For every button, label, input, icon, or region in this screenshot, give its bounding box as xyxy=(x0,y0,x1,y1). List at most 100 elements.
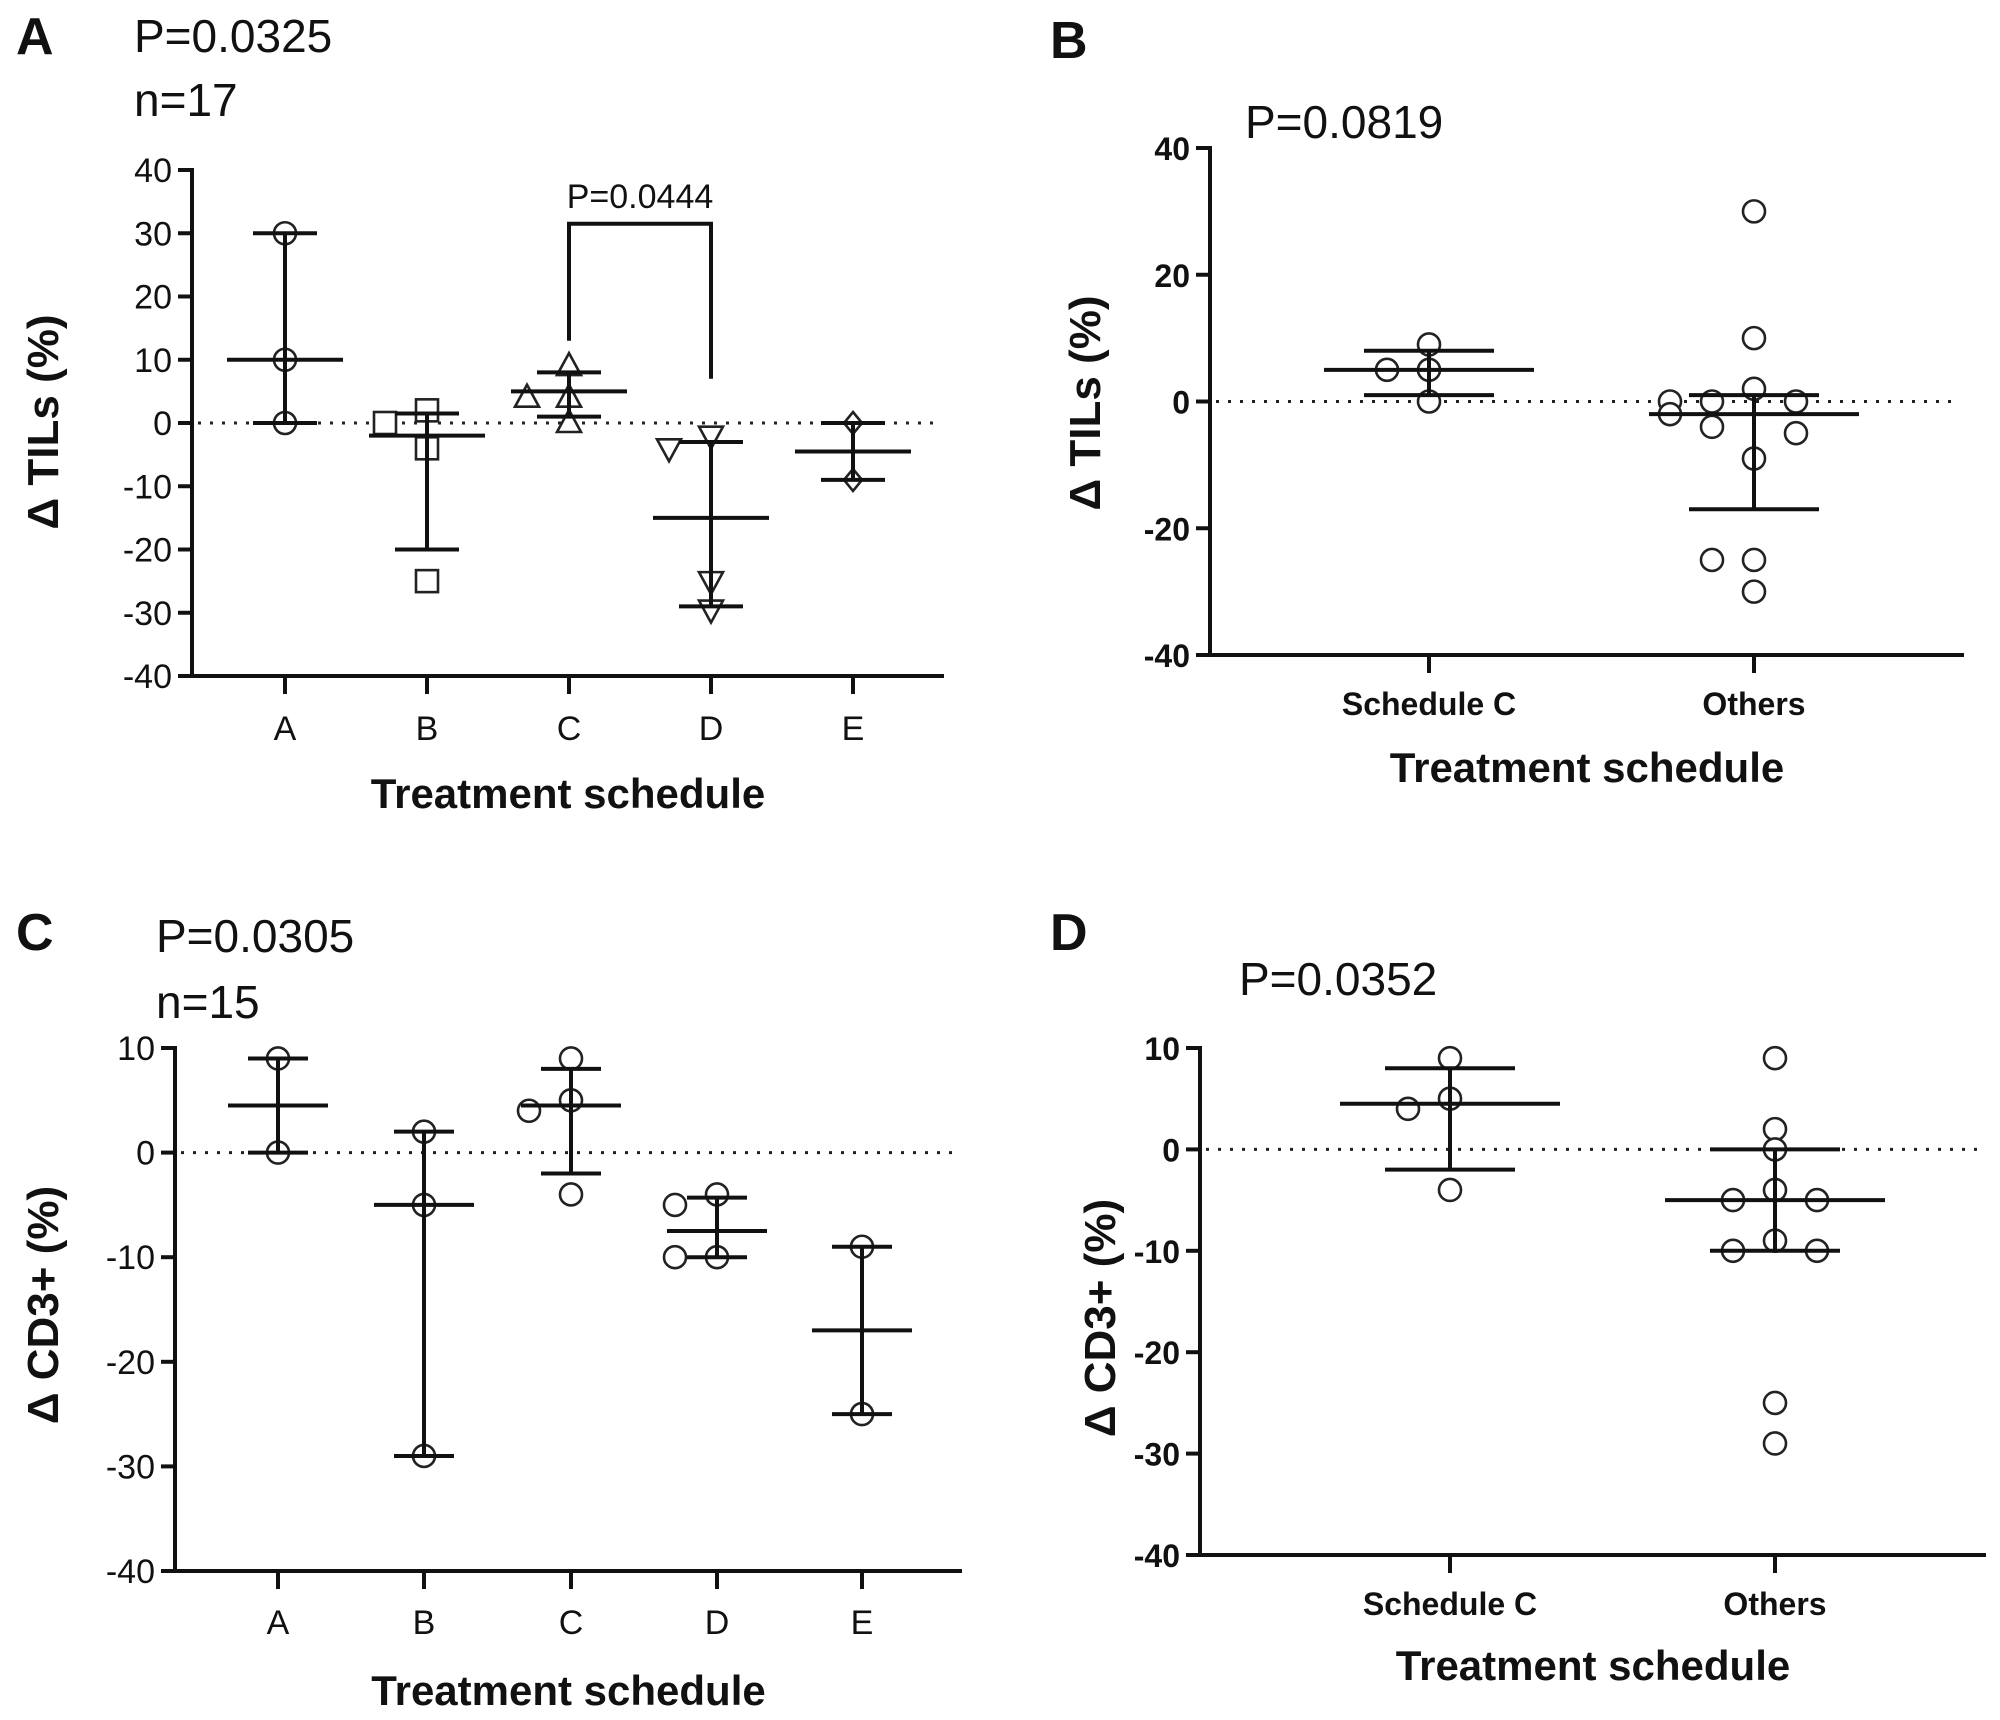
y-tick-label: -20 xyxy=(1144,511,1190,547)
data-point xyxy=(1762,1116,1788,1142)
x-tick-label: D xyxy=(699,710,724,748)
y-tick-label: 10 xyxy=(117,1030,155,1068)
data-point xyxy=(554,407,584,434)
data-point xyxy=(1762,1390,1788,1416)
y-tick-label: -40 xyxy=(106,1553,155,1591)
x-axis-label: Treatment schedule xyxy=(371,770,765,817)
p-value-title: P=0.0305 xyxy=(156,910,354,962)
significance-label: P=0.0444 xyxy=(567,178,714,216)
x-tick-label: E xyxy=(842,710,865,748)
data-point xyxy=(558,1182,584,1207)
data-point xyxy=(1437,1177,1463,1203)
data-point xyxy=(558,1046,584,1071)
y-axis-label: Δ TILs (%) xyxy=(19,315,68,530)
p-value-title: P=0.0819 xyxy=(1245,96,1443,148)
group-e xyxy=(795,409,911,493)
group-e xyxy=(812,1234,912,1427)
y-tick-label: 20 xyxy=(134,279,172,317)
y-tick-label: -10 xyxy=(123,468,172,506)
panel-letter: B xyxy=(1050,12,1088,70)
panel-a: A P=0.0325 n=17 40 30 20 10 0 -10 -20 -30 -40 A B C D E T… xyxy=(16,8,944,817)
x-tick-label: Schedule C xyxy=(1342,686,1516,722)
panel-b: B P=0.0819 40 20 0 -20 -40 Schedule C Others Trea… xyxy=(1050,12,1964,791)
panel-letter: C xyxy=(16,904,54,962)
y-tick-label: -20 xyxy=(106,1344,155,1382)
x-tick-label: B xyxy=(416,710,439,748)
group-b xyxy=(374,1119,474,1469)
x-tick-label: E xyxy=(851,1604,874,1642)
x-tick-label: D xyxy=(705,1604,730,1642)
y-tick-label: -20 xyxy=(1134,1335,1180,1371)
data-point xyxy=(414,568,440,594)
y-tick-label: 40 xyxy=(134,152,172,190)
data-point xyxy=(372,410,398,436)
y-tick-label: 10 xyxy=(1144,1031,1180,1067)
data-point xyxy=(654,437,684,465)
x-tick-label: Others xyxy=(1702,686,1805,722)
y-tick-label: -20 xyxy=(123,532,172,570)
data-point xyxy=(1741,547,1767,573)
y-axis-label: Δ CD3+ (%) xyxy=(19,1186,68,1424)
significance-bracket xyxy=(567,221,713,379)
data-point xyxy=(1762,1431,1788,1456)
x-tick-label: B xyxy=(413,1604,436,1642)
x-axis-label: Treatment schedule xyxy=(371,1667,765,1714)
data-point xyxy=(1395,1096,1421,1122)
x-tick-label: A xyxy=(274,710,297,748)
data-point xyxy=(516,1098,542,1124)
data-point xyxy=(662,1192,688,1218)
group-b xyxy=(369,398,485,594)
y-tick-label: -30 xyxy=(106,1448,155,1486)
y-tick-label: -10 xyxy=(106,1239,155,1277)
x-axis-label: Treatment schedule xyxy=(1390,744,1784,791)
y-tick-label: -30 xyxy=(1134,1437,1180,1473)
x-tick-label: C xyxy=(557,710,582,748)
group-schedule-c xyxy=(1340,1045,1560,1203)
data-point xyxy=(1741,199,1767,224)
x-tick-label: C xyxy=(559,1604,584,1642)
y-tick-label: 20 xyxy=(1154,258,1190,294)
y-tick-label: 0 xyxy=(153,405,172,443)
data-point xyxy=(1437,1045,1463,1071)
sample-size: n=15 xyxy=(156,976,260,1028)
p-value-title: P=0.0352 xyxy=(1239,953,1437,1005)
data-point xyxy=(1741,579,1767,604)
data-point xyxy=(1762,1045,1788,1071)
x-tick-label: Others xyxy=(1723,1586,1826,1622)
y-tick-label: -40 xyxy=(123,658,172,696)
x-axis-label: Treatment schedule xyxy=(1396,1642,1790,1689)
p-value-title: P=0.0325 xyxy=(134,10,332,62)
y-tick-label: -30 xyxy=(123,595,172,633)
y-axis-label: Δ TILs (%) xyxy=(1061,296,1110,511)
group-d xyxy=(662,1182,767,1270)
data-point xyxy=(696,425,726,452)
y-tick-label: -10 xyxy=(1134,1234,1180,1270)
panel-letter: A xyxy=(16,8,54,66)
panel-letter: D xyxy=(1050,904,1088,962)
data-point xyxy=(1699,547,1725,573)
group-c xyxy=(511,350,627,434)
y-tick-label: 10 xyxy=(134,342,172,380)
data-point xyxy=(1783,420,1809,446)
group-a xyxy=(227,220,343,436)
group-c xyxy=(516,1046,621,1207)
panel-d: D P=0.0352 10 0 -10 -20 -30 -40 Schedule C Others… xyxy=(1050,904,1986,1689)
group-others xyxy=(1665,1045,1885,1456)
data-point xyxy=(662,1244,688,1270)
y-tick-label: 0 xyxy=(1162,1132,1180,1168)
y-tick-label: -40 xyxy=(1144,638,1190,674)
data-point xyxy=(512,381,542,409)
data-point xyxy=(1699,414,1725,440)
group-a xyxy=(228,1046,328,1165)
group-others xyxy=(1649,199,1859,604)
x-tick-label: Schedule C xyxy=(1363,1586,1537,1622)
y-axis-label: Δ CD3+ (%) xyxy=(1076,1199,1125,1437)
y-tick-label: -40 xyxy=(1134,1538,1180,1574)
y-tick-label: 40 xyxy=(1154,131,1190,167)
x-tick-label: A xyxy=(267,1604,290,1642)
group-schedule-c xyxy=(1324,332,1534,414)
y-tick-label: 0 xyxy=(136,1135,155,1173)
group-d xyxy=(653,425,769,626)
